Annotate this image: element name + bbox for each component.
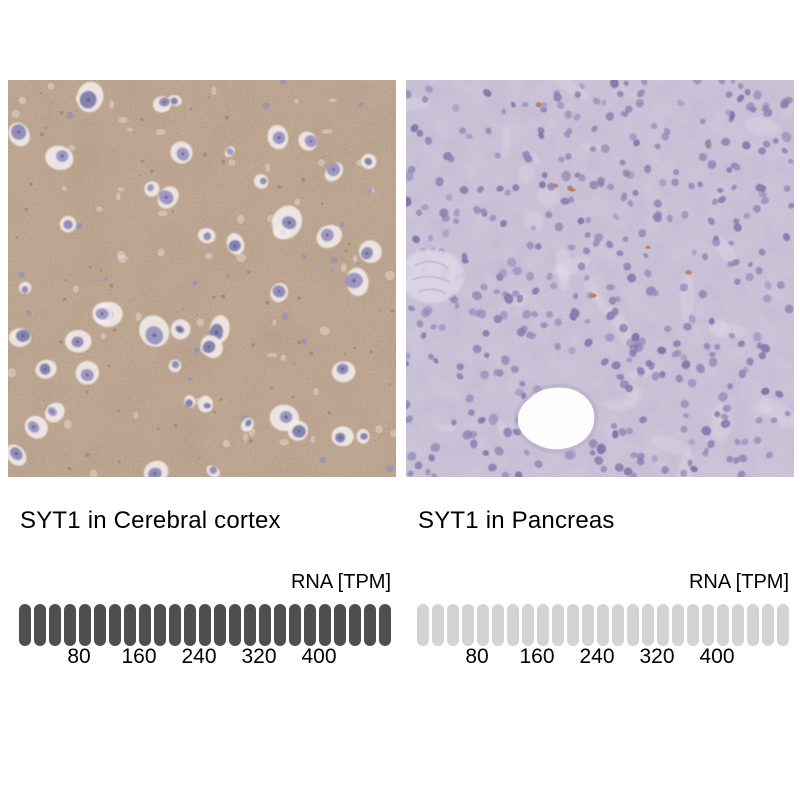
tpm-tick-label: 80 (465, 645, 489, 668)
pancreas-extras-layer (535, 102, 711, 298)
tpm-segment (462, 604, 474, 646)
tpm-segment (169, 604, 181, 646)
tpm-segment (334, 604, 346, 646)
tpm-tick-label: 160 (121, 645, 157, 668)
tpm-segment (79, 604, 91, 646)
panel-title-pancreas: SYT1 in Pancreas (418, 507, 615, 534)
duct-swirl-lines (411, 260, 451, 295)
tpm-segment (49, 604, 61, 646)
tpm-segment (229, 604, 241, 646)
tpm-segment (19, 604, 31, 646)
tpm-tick-label: 80 (67, 645, 91, 668)
tpm-axis: 80 160 240 320 400 (417, 645, 789, 671)
tpm-segment (289, 604, 301, 646)
pancreas-tissue-svg (406, 80, 794, 477)
tpm-segment (259, 604, 271, 646)
tpm-segment (304, 604, 316, 646)
tpm-segment (34, 604, 46, 646)
tpm-segment (612, 604, 624, 646)
tpm-segment (657, 604, 669, 646)
tpm-segment (199, 604, 211, 646)
tpm-segment (184, 604, 196, 646)
rna-tpm-chart-cerebral-cortex: RNA [TPM] 80 160 240 320 400 (19, 571, 391, 673)
pancreas-mottle-light (406, 80, 794, 477)
rna-tpm-axis-title: RNA [TPM] (290, 571, 391, 593)
pancreas-duct (406, 249, 464, 303)
tpm-segment (507, 604, 519, 646)
ihc-image-cerebral-cortex (8, 80, 396, 477)
tpm-segment (672, 604, 684, 646)
tpm-segment (687, 604, 699, 646)
tpm-segment (274, 604, 286, 646)
tpm-segment (597, 604, 609, 646)
tpm-tick-label: 400 (699, 645, 735, 668)
tpm-segment (432, 604, 444, 646)
tpm-segment (417, 604, 429, 646)
tpm-bar-track (19, 604, 391, 646)
tpm-segment (762, 604, 774, 646)
tpm-segment (64, 604, 76, 646)
tpm-segment (477, 604, 489, 646)
tpm-segment (244, 604, 256, 646)
tpm-segment (94, 604, 106, 646)
panel-pancreas: SYT1 in Pancreas RNA [TPM] 80 160 240 320 40… (406, 80, 794, 680)
tpm-segment (379, 604, 391, 646)
tpm-axis: 80 160 240 320 400 (19, 645, 391, 671)
tpm-segment (747, 604, 759, 646)
tpm-segment (582, 604, 594, 646)
tpm-bar-track (417, 604, 789, 646)
tpm-segment (627, 604, 639, 646)
tpm-segment (349, 604, 361, 646)
tpm-segment (732, 604, 744, 646)
duct-lumen (513, 383, 599, 454)
tpm-tick-label: 240 (579, 645, 615, 668)
tpm-tick-label: 320 (241, 645, 277, 668)
tpm-segment (552, 604, 564, 646)
rna-tpm-chart-pancreas: RNA [TPM] 80 160 240 320 400 (417, 571, 789, 673)
tpm-segment (567, 604, 579, 646)
rna-tpm-axis-title: RNA [TPM] (688, 571, 789, 593)
tpm-segment (492, 604, 504, 646)
tpm-segment (319, 604, 331, 646)
panel-cerebral-cortex: SYT1 in Cerebral cortex RNA [TPM] 80 160 2… (8, 80, 396, 680)
tpm-tick-label: 400 (301, 645, 337, 668)
panel-title-cerebral-cortex: SYT1 in Cerebral cortex (20, 507, 281, 534)
tpm-segment (522, 604, 534, 646)
tpm-tick-label: 320 (639, 645, 675, 668)
tpm-segment (139, 604, 151, 646)
cortex-tissue-svg (8, 80, 396, 477)
cortex-grain-light (8, 80, 396, 477)
duct-lumen-shape (517, 387, 595, 450)
tpm-segment (447, 604, 459, 646)
tpm-segment (109, 604, 121, 646)
tpm-segment (364, 604, 376, 646)
ihc-image-pancreas (406, 80, 794, 477)
tpm-segment (537, 604, 549, 646)
tpm-segment (124, 604, 136, 646)
tpm-segment (717, 604, 729, 646)
cortex-cells-layer (8, 80, 396, 477)
tpm-segment (154, 604, 166, 646)
tpm-tick-label: 160 (519, 645, 555, 668)
tpm-segment (777, 604, 789, 646)
tpm-segment (214, 604, 226, 646)
tpm-tick-label: 240 (181, 645, 217, 668)
tpm-segment (642, 604, 654, 646)
tpm-segment (702, 604, 714, 646)
